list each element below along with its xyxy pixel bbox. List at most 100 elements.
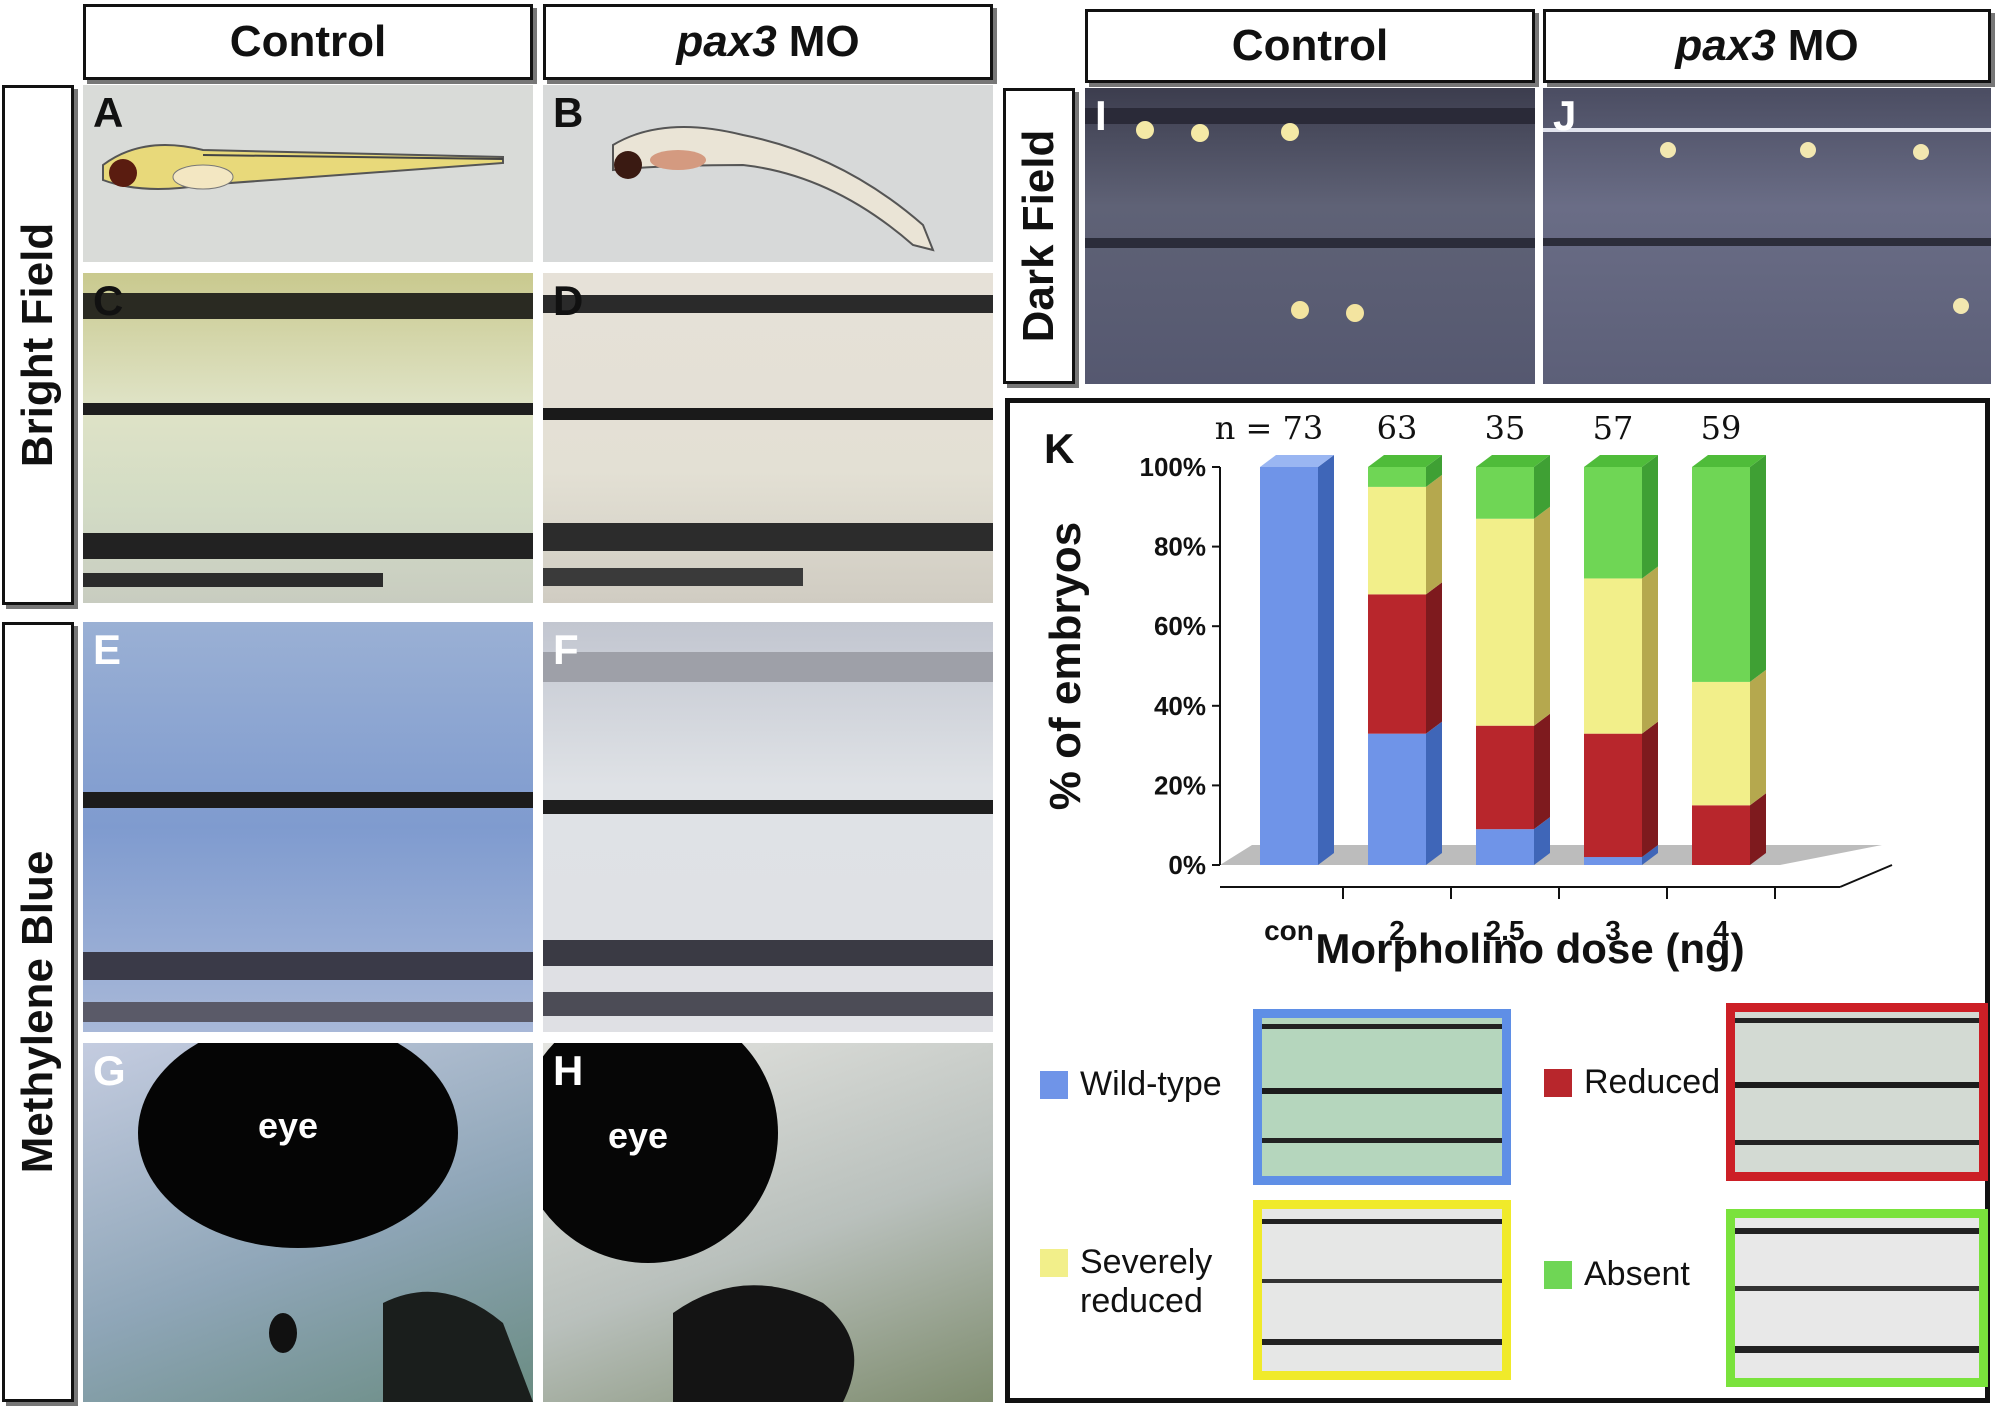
stacked-bar-chart: 0% 20% 40% 60% 80% 100% con n = 73 2 63 2.5 35 3 57 4 5… (1041, 409, 1893, 972)
legend-label-reduced: Reduced (1584, 1063, 1721, 1101)
header-control-right: Control (1085, 9, 1535, 83)
chart-bars (1260, 455, 1766, 865)
bar-side (1426, 721, 1442, 865)
row-label-bright-field-text: Bright Field (13, 222, 62, 468)
panel-h-pax3-eye: H eye (543, 1043, 993, 1402)
bar-side (1750, 669, 1766, 806)
panel-f-image (543, 652, 993, 1016)
row-label-dark-field-text: Dark Field (1014, 129, 1063, 343)
bar-segment (1692, 681, 1750, 806)
row-label-bright-field: Bright Field (2, 85, 74, 605)
panel-f-pax3-methylene: F (543, 622, 993, 1032)
bar-segment (1368, 486, 1426, 595)
row-label-methylene-blue: Methylene Blue (2, 622, 74, 1402)
bar-side (1642, 721, 1658, 858)
n-label: 35 (1485, 409, 1526, 447)
panel-a-image (102, 144, 504, 190)
thumb-severely-reduced (1253, 1200, 1511, 1380)
y-tick-label: 60% (1154, 611, 1206, 641)
bar-side (1642, 845, 1658, 865)
panel-i-control-darkfield: I (1085, 88, 1535, 384)
panel-k-chart-box: K 0% 20% 40% 60% 80% 100% con n = 73 2 63 2.5 35 3 57… (1005, 398, 1990, 1403)
bar-side (1642, 566, 1658, 734)
panel-i-image (1085, 108, 1535, 322)
bar-segment (1476, 518, 1534, 726)
panel-letter-c: C (93, 277, 124, 324)
legend-label-wild-type: Wild-type (1080, 1065, 1222, 1103)
bar-top (1584, 455, 1658, 467)
panel-j-pax3-darkfield: J (1543, 88, 1991, 384)
row-label-methylene-blue-text: Methylene Blue (13, 850, 62, 1174)
bar-segment (1476, 829, 1534, 865)
panel-c-image (83, 293, 533, 587)
legend-swatch-wild-type (1040, 1071, 1068, 1099)
x-tick-label: 2.5 (1486, 915, 1525, 946)
header-pax3-left-gene: pax3 (676, 17, 777, 66)
n-label: 59 (1701, 409, 1742, 447)
legend-wild-type: Wild-type (1040, 1065, 1222, 1104)
row-label-dark-field: Dark Field (1003, 88, 1075, 384)
y-tick-label: 100% (1140, 452, 1207, 482)
legend-severely-reduced: Severely reduced (1040, 1243, 1212, 1321)
bar-side (1534, 817, 1550, 865)
x-axis-title: Morpholino dose (ng) (1315, 925, 1744, 972)
thumb-reduced (1726, 1003, 1988, 1181)
bar-segment (1260, 467, 1318, 865)
y-tick-label: 40% (1154, 691, 1206, 721)
panel-letter-i: I (1095, 92, 1107, 139)
bar-segment (1476, 467, 1534, 519)
bar-segment (1584, 578, 1642, 734)
bar-segment (1584, 467, 1642, 579)
panel-g-image (138, 1043, 533, 1402)
legend-label-absent: Absent (1584, 1255, 1690, 1293)
panel-e-control-methylene: E (83, 622, 533, 1032)
bar-side (1750, 455, 1766, 682)
eye-label-h: eye (608, 1115, 669, 1156)
legend-label-severely-line2: reduced (1080, 1282, 1203, 1320)
legend-swatch-severely-reduced (1040, 1249, 1068, 1277)
bar-side (1534, 455, 1550, 519)
panel-h-image (543, 1043, 855, 1402)
header-pax3-right: pax3 MO (1543, 9, 1991, 83)
panel-letter-j: J (1553, 92, 1577, 139)
thumb-absent (1726, 1209, 1988, 1387)
panel-letter-k: K (1044, 425, 1075, 472)
panel-letter-f: F (553, 626, 579, 673)
panel-g-control-eye: G eye (83, 1043, 533, 1402)
x-tick-label: 4 (1713, 915, 1729, 946)
bar-segment (1692, 467, 1750, 682)
panel-letter-g: G (93, 1047, 126, 1094)
bar-side (1318, 455, 1334, 865)
n-label: 57 (1593, 409, 1634, 447)
x-axis-depth-line (1839, 864, 1893, 888)
thumb-wild-type-image (1262, 1018, 1502, 1176)
panel-letter-a: A (93, 89, 124, 136)
bar-side (1534, 713, 1550, 830)
header-pax3-left: pax3 MO (543, 4, 993, 80)
header-control-left: Control (83, 4, 533, 80)
panel-d-image (543, 295, 993, 586)
legend-swatch-reduced (1544, 1069, 1572, 1097)
bar-top (1692, 455, 1766, 467)
eye-label-g: eye (258, 1105, 319, 1146)
legend-label-severely-reduced: Severely reduced (1080, 1243, 1212, 1321)
panel-j-image (1543, 128, 1991, 314)
thumb-wild-type (1253, 1009, 1511, 1185)
thumb-severely-reduced-image (1262, 1209, 1502, 1371)
y-tick-label: 20% (1154, 770, 1206, 800)
bar-side (1426, 474, 1442, 595)
bar-segment (1584, 733, 1642, 858)
bar-top (1476, 455, 1550, 467)
n-label: n = 73 (1215, 409, 1323, 447)
panel-d-pax3-trunk: D (543, 273, 993, 603)
header-control-right-text: Control (1231, 21, 1389, 70)
bar-top (1260, 455, 1334, 467)
panel-e-image (83, 792, 533, 1022)
bar-side (1426, 455, 1442, 487)
panel-letter-b: B (553, 89, 584, 136)
bar-side (1534, 506, 1550, 726)
legend-label-severely-line1: Severely (1080, 1243, 1213, 1281)
n-label: 63 (1377, 409, 1418, 447)
chart-labels: 0% 20% 40% 60% 80% 100% con n = 73 2 63 2.5 35 3 57 4 5… (1041, 409, 1745, 972)
bar-segment (1584, 857, 1642, 865)
